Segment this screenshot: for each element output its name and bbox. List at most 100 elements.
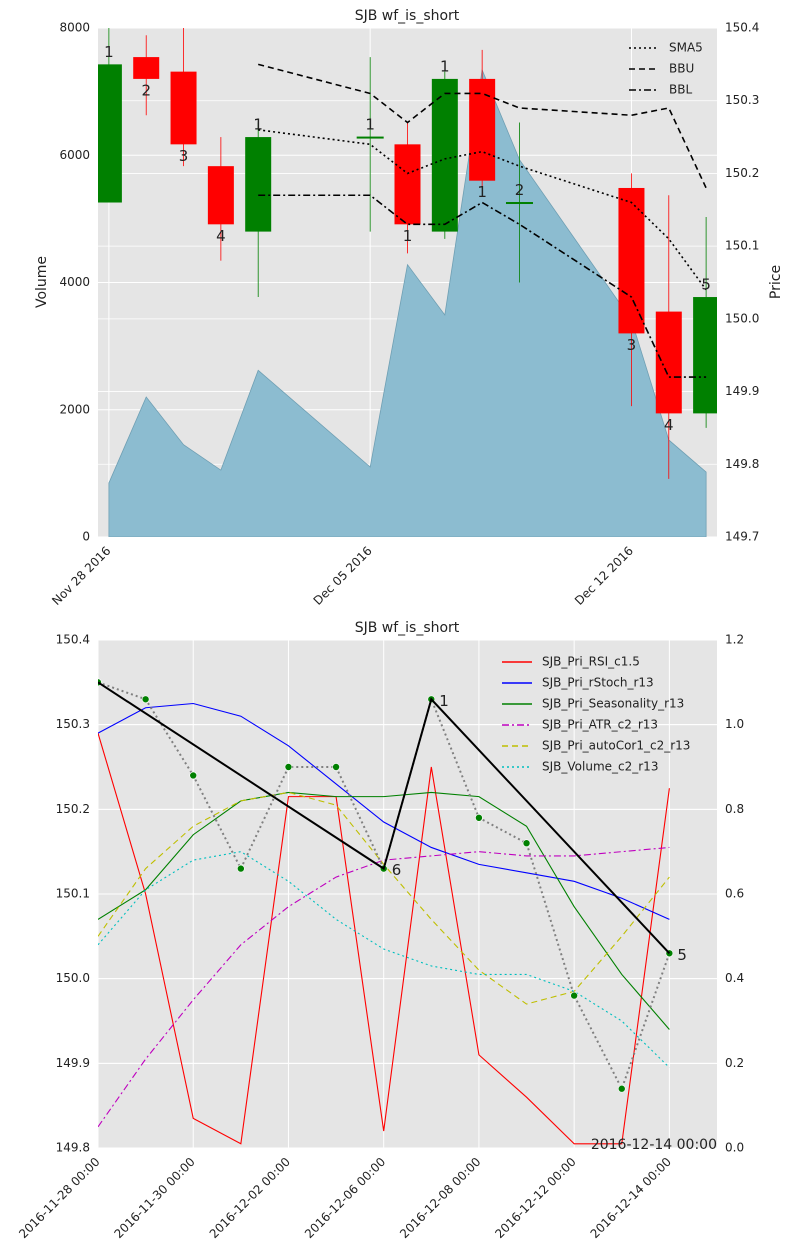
y-tick-label: 0 — [82, 530, 90, 544]
x-tick-label: Nov 28 2016 — [49, 544, 113, 608]
price-marker — [189, 771, 198, 780]
y2-tick-label: 150.3 — [725, 93, 759, 107]
series-line — [98, 851, 670, 1068]
y-tick-label: 150.4 — [56, 633, 90, 647]
y2-tick-label: 0.4 — [725, 971, 744, 985]
x-tick-label: 2016-11-30 00:00 — [111, 1155, 197, 1241]
y2-tick-label: 149.7 — [725, 530, 759, 544]
candle-label: 2 — [141, 81, 151, 99]
candle-body — [505, 202, 533, 205]
y2-tick-label: 149.8 — [725, 457, 759, 471]
y2-tick-label: 1.2 — [725, 633, 744, 647]
price-marker — [475, 813, 483, 822]
candle-label: 4 — [664, 416, 674, 434]
candle-label: 1 — [104, 43, 114, 61]
candle-body — [431, 78, 458, 232]
candle-label: 5 — [701, 276, 711, 294]
candle-body — [245, 137, 272, 232]
price-marker — [617, 1084, 626, 1093]
y2-tick-label: 0.0 — [725, 1141, 744, 1155]
legend-label: BBU — [669, 62, 694, 76]
chart-title: SJB wf_is_short — [355, 620, 460, 636]
top-plot — [98, 28, 717, 537]
legend-label: SJB_Pri_rStoch_r13 — [542, 676, 654, 690]
price-marker — [570, 991, 578, 1000]
zigzag-label: 5 — [677, 946, 687, 964]
series-line — [98, 732, 670, 1145]
legend-label: SMA5 — [669, 41, 703, 55]
y-axis-label: Volume — [34, 256, 50, 308]
series-line — [98, 702, 670, 920]
x-tick-label: 2016-12-12 00:00 — [492, 1155, 578, 1241]
candle-body — [655, 311, 682, 414]
y2-tick-label: 150.0 — [725, 311, 759, 325]
y-tick-label: 149.9 — [56, 1056, 90, 1070]
candle-body — [394, 144, 421, 225]
candle-label: 3 — [179, 147, 189, 165]
candle-label: 1 — [440, 57, 450, 75]
y2-axis-label: Price — [768, 265, 784, 299]
candle-body — [98, 64, 122, 203]
x-tick-label: 2016-12-08 00:00 — [397, 1155, 483, 1241]
y-tick-label: 6000 — [59, 148, 90, 162]
legend-label: SJB_Pri_Seasonality_r13 — [542, 697, 684, 711]
legend-label: SJB_Pri_ATR_c2_r13 — [542, 718, 658, 732]
y2-tick-label: 0.8 — [725, 802, 744, 816]
y-tick-label: 8000 — [59, 21, 90, 35]
zigzag-label: 6 — [392, 861, 402, 879]
price-marker — [237, 864, 245, 873]
x-tick-label: 2016-11-28 00:00 — [16, 1155, 102, 1241]
legend-label: BBL — [669, 83, 692, 97]
candle-body — [356, 136, 384, 139]
y2-tick-label: 1.0 — [725, 717, 744, 731]
candle-body — [207, 166, 234, 225]
candle-body — [469, 78, 496, 181]
candle-label: 2 — [515, 181, 525, 199]
indicator-line — [258, 194, 707, 378]
candle-body — [693, 297, 717, 414]
x-tick-label: Dec 05 2016 — [311, 544, 375, 608]
series-line — [98, 791, 670, 1030]
price-marker — [332, 763, 340, 771]
zigzag-label: 1 — [439, 692, 449, 710]
candle-body — [618, 187, 645, 334]
y-tick-label: 150.2 — [56, 802, 90, 816]
legend-label: SJB_Pri_autoCor1_c2_r13 — [542, 739, 690, 753]
y-tick-label: 150.0 — [56, 971, 90, 985]
candle-label: 1 — [253, 116, 263, 134]
x-tick-label: Dec 12 2016 — [572, 544, 636, 608]
volume-area — [108, 68, 707, 537]
indicator-line — [258, 129, 707, 291]
y2-tick-label: 149.9 — [725, 384, 759, 398]
x-tick-label: 2016-12-14 00:00 — [588, 1155, 674, 1241]
x-tick-label: 2016-12-02 00:00 — [207, 1155, 293, 1241]
price-marker — [141, 695, 150, 704]
candle-label: 1 — [365, 116, 375, 134]
price-marker — [522, 839, 531, 848]
candle-label: 1 — [477, 183, 487, 201]
y-tick-label: 2000 — [59, 402, 90, 416]
annotation: 2016-12-14 00:00 — [591, 1137, 717, 1153]
bottom-plot — [98, 640, 717, 1148]
candle-label: 4 — [216, 227, 226, 245]
series-line — [98, 846, 670, 1128]
candle-label: 1 — [403, 227, 413, 245]
x-tick-label: 2016-12-06 00:00 — [302, 1155, 388, 1241]
chart-title: SJB wf_is_short — [355, 8, 460, 24]
price-marker — [284, 763, 293, 771]
y2-tick-label: 0.2 — [725, 1056, 744, 1070]
y-tick-label: 149.8 — [56, 1141, 90, 1155]
y2-tick-label: 150.2 — [725, 166, 759, 180]
indicator-line — [257, 63, 707, 189]
y-tick-label: 150.1 — [56, 887, 90, 901]
legend-label: SJB_Pri_RSI_c1.5 — [542, 655, 640, 669]
zigzag-line — [98, 681, 671, 954]
y2-tick-label: 150.4 — [725, 21, 759, 35]
candle-body — [170, 71, 197, 145]
candle-label: 3 — [627, 336, 637, 354]
legend-label: SJB_Volume_c2_r13 — [542, 760, 658, 774]
series-line — [98, 791, 670, 1005]
candle-body — [133, 57, 160, 79]
